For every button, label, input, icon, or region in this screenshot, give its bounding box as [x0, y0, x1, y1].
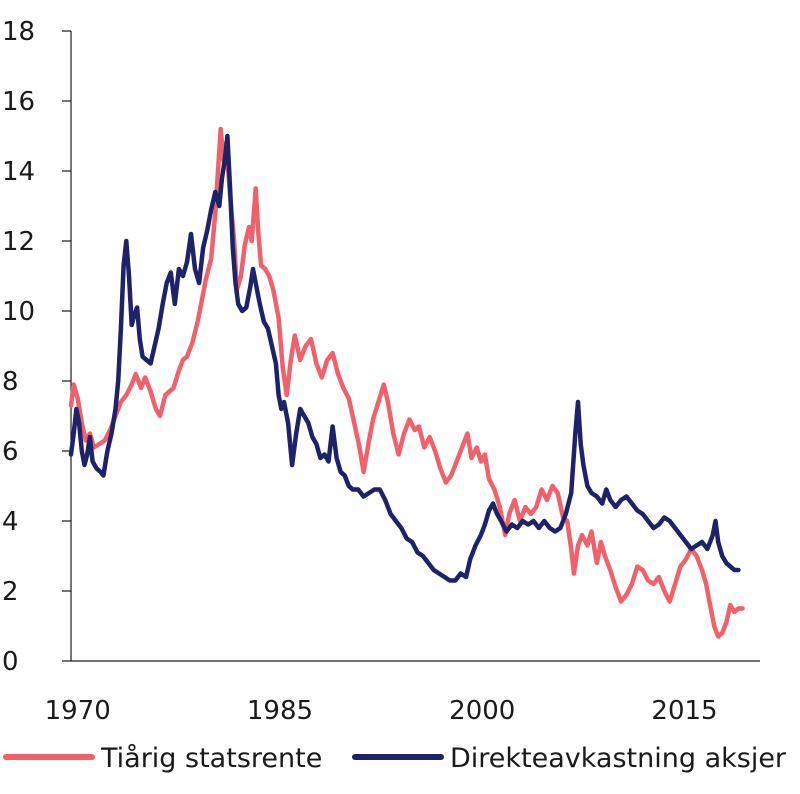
- y-tick-label: 2: [2, 577, 19, 607]
- y-axis: 0 2 4 6 8 10 12 14 16 18: [2, 17, 72, 677]
- legend-label: Tiårig statsrente: [100, 743, 322, 774]
- x-tick-label: 2000: [449, 696, 515, 726]
- y-tick-label: 0: [2, 647, 19, 677]
- y-tick-label: 8: [2, 367, 19, 397]
- y-tick-label: 6: [2, 437, 19, 467]
- series-layer: [68, 126, 745, 639]
- series-line-direkteavkastning-aksjer: [68, 133, 741, 583]
- x-axis: 1970 1985 2000 2015: [45, 660, 760, 726]
- series-line-tiarig-statsrente: [68, 126, 745, 639]
- y-tick-label: 12: [2, 227, 35, 257]
- legend: Tiårig statsrente Direkteavkastning aksje…: [3, 743, 787, 774]
- y-tick-label: 4: [2, 507, 19, 537]
- y-tick-label: 14: [2, 157, 35, 187]
- legend-label: Direkteavkastning aksjer: [450, 743, 787, 774]
- y-tick-label: 18: [2, 17, 35, 47]
- y-tick-label: 10: [2, 297, 35, 327]
- x-tick-label: 1985: [247, 696, 313, 726]
- x-tick-label: 1970: [45, 696, 111, 726]
- x-tick-label: 2015: [651, 696, 717, 726]
- y-tick-label: 16: [2, 87, 35, 117]
